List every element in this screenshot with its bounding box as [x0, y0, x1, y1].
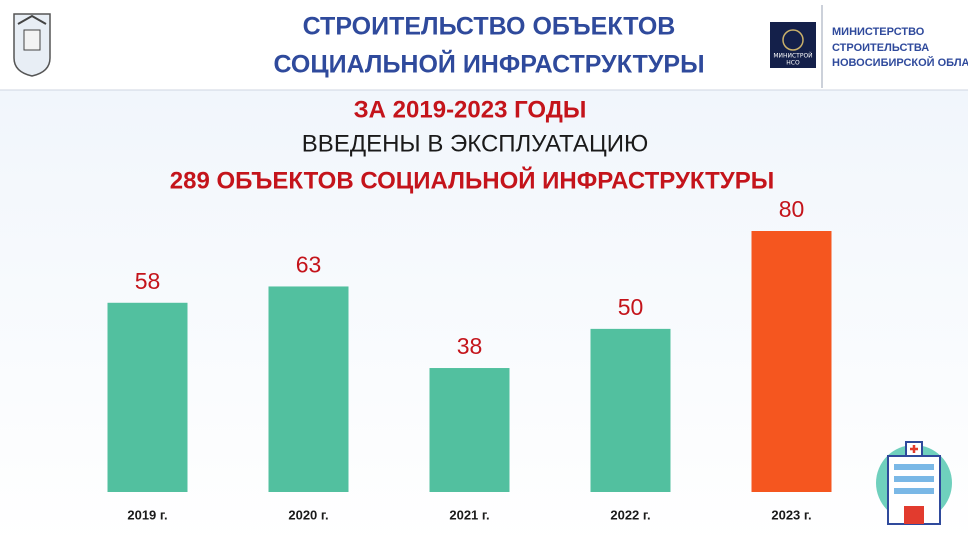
x-tick-label: 2022 г. — [610, 507, 650, 522]
logo-text: НСО — [786, 60, 800, 67]
ministry-name: СТРОИТЕЛЬСТВА — [832, 42, 929, 54]
bar — [429, 368, 510, 492]
logo-text: МИНИСТРОЙ — [773, 53, 812, 60]
value-label: 50 — [618, 294, 644, 320]
ministry-name: МИНИСТЕРСТВО — [832, 26, 925, 38]
subtitle: 289 ОБЪЕКТОВ СОЦИАЛЬНОЙ ИНФРАСТРУКТУРЫ — [170, 166, 774, 194]
x-tick-label: 2020 г. — [288, 507, 328, 522]
value-label: 58 — [135, 268, 161, 294]
coat-of-arms — [13, 13, 51, 77]
x-tick-label: 2019 г. — [127, 507, 167, 522]
x-tick-label: 2023 г. — [771, 507, 811, 522]
bar — [268, 286, 349, 492]
bar — [107, 302, 188, 492]
subtitle: ЗА 2019-2023 ГОДЫ — [354, 96, 587, 123]
subtitle: ВВЕДЕНЫ В ЭКСПЛУАТАЦИЮ — [302, 130, 648, 157]
bar — [590, 328, 671, 492]
hospital-icon — [876, 441, 952, 525]
value-label: 63 — [296, 252, 322, 278]
x-tick-label: 2021 г. — [449, 507, 489, 522]
ministry-name: НОВОСИБИРСКОЙ ОБЛАСТИ — [832, 56, 968, 69]
title-line: СОЦИАЛЬНОЙ ИНФРАСТРУКТУРЫ — [273, 49, 704, 79]
bar — [751, 231, 832, 492]
title-line: СТРОИТЕЛЬСТВО ОБЪЕКТОВ — [303, 13, 676, 41]
value-label: 38 — [457, 333, 483, 359]
value-label: 80 — [779, 196, 805, 222]
ministry-emblem — [782, 29, 804, 51]
